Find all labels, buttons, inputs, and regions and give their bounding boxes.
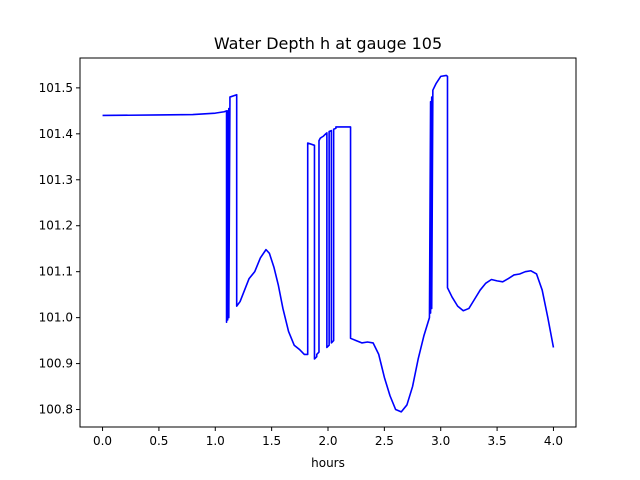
x-tick-label: 2.5 <box>375 434 394 448</box>
x-tick-label: 3.5 <box>488 434 507 448</box>
y-tick-label: 101.3 <box>39 173 73 187</box>
x-tick-label: 2.0 <box>318 434 337 448</box>
y-tick-label: 101.1 <box>39 265 73 279</box>
x-tick-label: 0.0 <box>93 434 112 448</box>
y-tick-label: 101.0 <box>39 311 73 325</box>
x-axis-label: hours <box>311 456 345 470</box>
series-line-0 <box>102 74 555 413</box>
y-tick-label: 101.4 <box>39 127 73 141</box>
x-tick-label: 0.5 <box>149 434 168 448</box>
chart-title: Water Depth h at gauge 105 <box>214 34 442 53</box>
x-tick-label: 3.0 <box>431 434 450 448</box>
axis-ticks: 0.0 0.5 1.0 1.5 2.0 2.5 3.0 3.5 4.0 100.8 100.9 101… <box>39 81 563 448</box>
y-tick-label: 101.2 <box>39 219 73 233</box>
x-tick-label: 4.0 <box>544 434 563 448</box>
plot-frame <box>79 57 577 428</box>
y-tick-label: 100.8 <box>39 403 73 417</box>
x-tick-label: 1.0 <box>206 434 225 448</box>
x-tick-label: 1.5 <box>262 434 281 448</box>
y-tick-label: 101.5 <box>39 81 73 95</box>
y-tick-label: 100.9 <box>39 357 73 371</box>
plot-area <box>102 74 555 413</box>
